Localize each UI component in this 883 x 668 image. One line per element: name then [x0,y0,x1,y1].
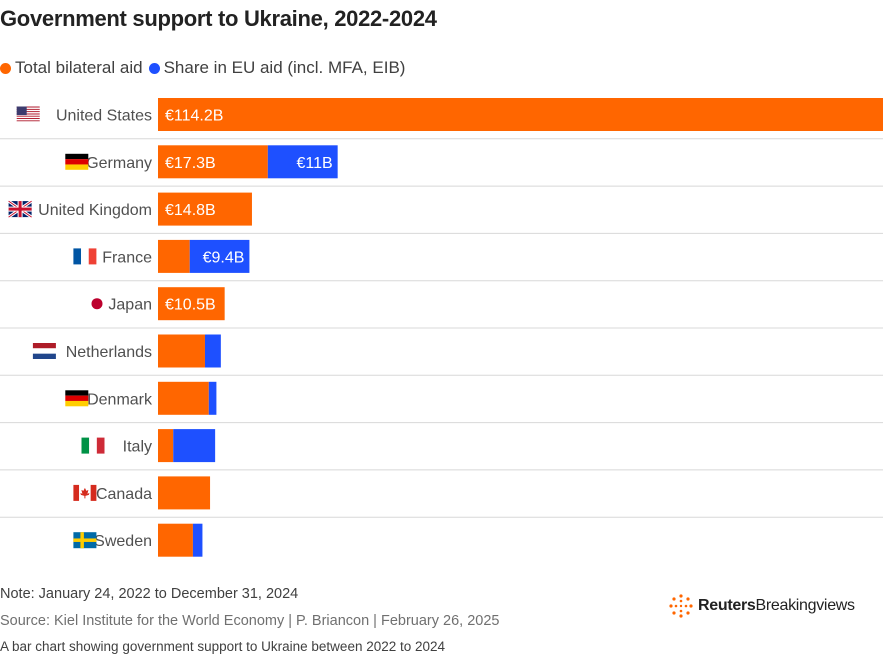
de-flag-icon [65,153,89,170]
legend-label-eu: Share in EU aid (incl. MFA, EIB) [163,58,406,77]
bar-bilateral-8 [158,476,211,510]
category-label-6: Denmark [87,391,153,408]
category-label-9: Sweden [94,533,152,550]
bar-eu-5 [204,334,221,368]
legend-label-bilateral: Total bilateral aid [15,58,143,77]
value-label-bilateral-4: €10.5B [165,297,216,314]
ca-flag-icon [73,484,97,501]
us-flag-icon [16,106,40,123]
se-flag-icon [73,532,97,549]
dk-flag-icon [65,390,89,407]
bar-bilateral-1 [158,145,268,179]
category-label-8: Canada [96,486,152,503]
it-flag-icon [81,437,105,454]
chart-title: Government support to Ukraine, 2022-2024 [0,6,437,31]
legend: Total bilateral aid Share in EU aid (inc… [0,58,411,78]
legend-item-bilateral: Total bilateral aid [0,58,143,78]
category-label-3: France [102,249,152,266]
gb-flag-icon [7,199,33,219]
chart-note: Note: January 24, 2022 to December 31, 2… [0,586,299,602]
bar-eu-3 [189,239,250,273]
bar-bilateral-5 [158,334,205,368]
reuters-logo: Reuters Breakingviews [668,593,855,619]
bar-eu-7 [173,429,216,463]
bar-bilateral-0 [158,98,883,131]
logo-brand: Reuters [698,597,756,614]
value-label-bilateral-2: €14.8B [165,202,216,219]
logo-sub: Breakingviews [755,597,855,614]
fr-flag-icon [73,248,97,265]
nl-flag-icon [32,343,56,359]
legend-swatch-bilateral [0,62,11,74]
category-label-7: Italy [123,439,152,456]
jp-flag-icon [91,298,103,310]
category-label-4: Japan [108,297,152,314]
bar-eu-1 [267,145,338,179]
category-label-1: Germany [86,155,152,172]
chart-caption: A bar chart showing government support t… [0,639,446,654]
value-label-bilateral-1: €17.3B [165,155,216,172]
bar-bilateral-4 [158,287,225,321]
legend-swatch-eu [148,62,160,74]
value-label-bilateral-0: €114.2B [165,108,223,125]
bar-bilateral-2 [158,192,252,226]
bar-eu-6 [208,381,217,415]
bar-bilateral-3 [158,239,190,273]
bar-eu-9 [192,523,203,557]
bar-bilateral-9 [158,523,193,557]
category-label-2: United Kingdom [38,202,152,219]
bar-chart: United States €114.2B Germany €17.3B €11B Uni… [0,98,883,557]
value-label-eu-3: €9.4B [203,249,245,266]
category-label-0: United States [56,108,152,125]
legend-item-eu: Share in EU aid (incl. MFA, EIB) [148,58,406,78]
bar-bilateral-7 [158,429,174,463]
bar-bilateral-6 [158,381,209,415]
value-label-eu-1: €11B [296,155,332,172]
reuters-dots-icon [669,594,693,618]
chart-source: Source: Kiel Institute for the World Eco… [0,613,500,629]
category-label-5: Netherlands [66,344,152,361]
